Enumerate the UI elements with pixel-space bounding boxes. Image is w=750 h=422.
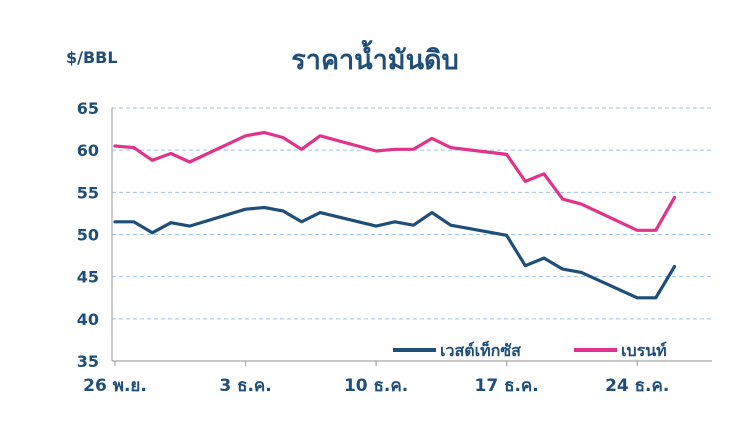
y-tick-label: 45 bbox=[77, 268, 99, 287]
y-axis-unit-label: $/BBL bbox=[66, 48, 118, 67]
y-tick-label: 50 bbox=[77, 226, 99, 245]
axes bbox=[111, 108, 712, 366]
legend-label-1: เบรนท์ bbox=[621, 341, 667, 360]
y-tick-label: 35 bbox=[77, 352, 99, 371]
x-tick-label: 24 ธ.ค. bbox=[605, 376, 669, 396]
x-tick-label: 10 ธ.ค. bbox=[344, 376, 408, 396]
y-tick-label: 65 bbox=[77, 99, 99, 118]
x-tick-label: 3 ธ.ค. bbox=[219, 376, 271, 396]
x-tick-label: 26 พ.ย. bbox=[83, 376, 147, 396]
y-tick-label: 40 bbox=[77, 310, 99, 329]
y-tick-labels: 35 40 45 50 55 60 65 bbox=[77, 99, 99, 371]
grid-lines bbox=[112, 107, 712, 320]
series-lines bbox=[113, 130, 677, 300]
y-tick-label: 55 bbox=[77, 183, 99, 202]
legend-label-0: เวสต์เท็กซัส bbox=[440, 339, 521, 360]
series-line-1 bbox=[113, 130, 677, 232]
chart-title: ราคาน้ำมันดิบ bbox=[291, 45, 459, 76]
x-tick-label: 17 ธ.ค. bbox=[475, 376, 539, 396]
legend: เวสต์เท็กซัส เบรนท์ bbox=[393, 339, 667, 360]
x-tick-labels: 26 พ.ย. 3 ธ.ค. 10 ธ.ค. 17 ธ.ค. 24 ธ.ค. bbox=[83, 376, 669, 396]
series-line-0 bbox=[113, 205, 677, 300]
y-tick-label: 60 bbox=[77, 141, 99, 160]
